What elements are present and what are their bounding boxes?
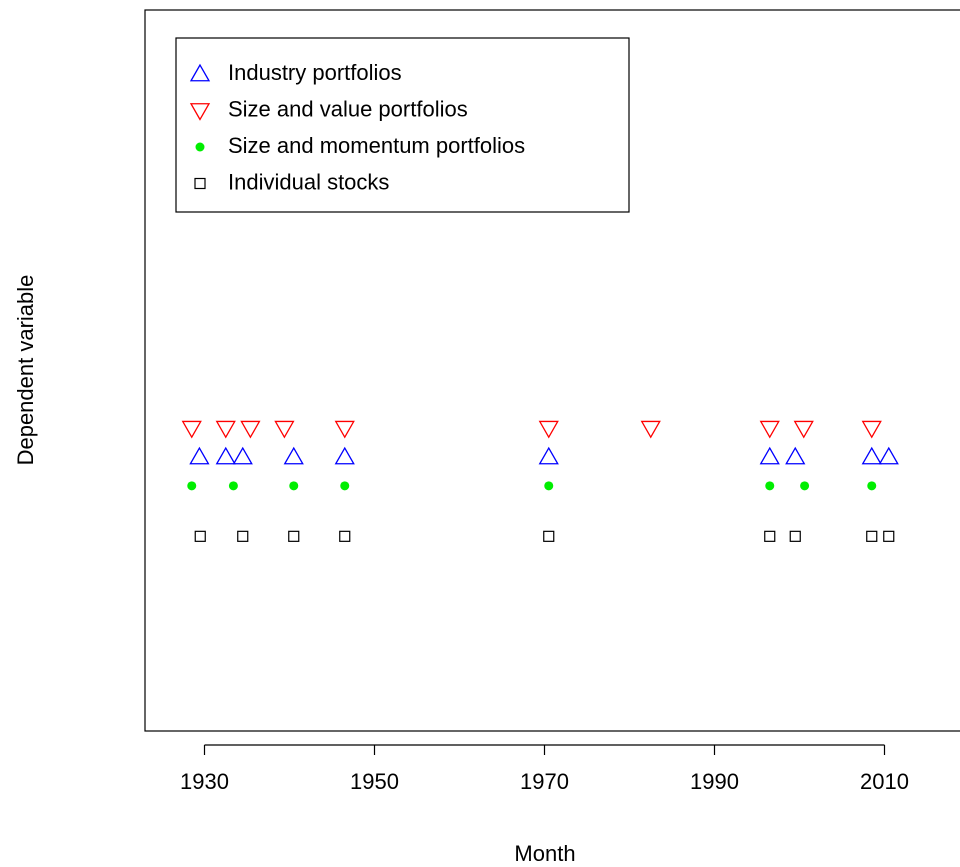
x-tick-label: 1950	[350, 769, 399, 794]
data-point	[288, 530, 300, 542]
x-tick-label: 1930	[180, 769, 229, 794]
data-point	[543, 530, 555, 542]
data-point	[340, 481, 350, 491]
data-point	[759, 446, 780, 465]
x-tick-label: 2010	[860, 769, 909, 794]
data-point	[334, 446, 355, 465]
data-point	[866, 530, 878, 542]
data-point	[793, 420, 814, 439]
legend-label: Individual stocks	[228, 169, 389, 194]
legend-box	[175, 37, 630, 213]
data-point	[861, 446, 882, 465]
data-point	[640, 420, 661, 439]
legend-marker	[189, 103, 211, 121]
data-point	[883, 530, 895, 542]
x-axis-label: Month	[514, 841, 575, 866]
x-tick-label: 1970	[520, 769, 569, 794]
legend-marker	[194, 177, 206, 190]
data-point	[189, 446, 210, 465]
data-point	[867, 481, 877, 491]
data-point	[187, 481, 197, 491]
data-point	[878, 446, 899, 465]
data-point	[800, 481, 810, 491]
data-point	[861, 420, 882, 439]
data-point	[544, 481, 554, 491]
data-point	[339, 530, 351, 542]
data-point	[274, 420, 295, 439]
data-point	[232, 446, 253, 465]
data-point	[765, 481, 775, 491]
legend-marker	[195, 142, 205, 152]
data-point	[228, 481, 238, 491]
data-point	[240, 420, 261, 439]
data-point	[334, 420, 355, 439]
data-point	[237, 530, 249, 542]
legend-label: Size and value portfolios	[228, 96, 468, 121]
x-tick-label: 1990	[690, 769, 739, 794]
data-point	[538, 446, 559, 465]
data-point	[215, 420, 236, 439]
legend-marker	[189, 63, 211, 82]
data-point	[764, 530, 776, 542]
legend-label: Industry portfolios	[228, 60, 402, 85]
data-point	[181, 420, 202, 439]
plot-box	[144, 9, 960, 732]
data-point	[194, 530, 206, 542]
data-point	[289, 481, 299, 491]
data-point	[785, 446, 806, 465]
data-point	[759, 420, 780, 439]
data-point	[215, 446, 236, 465]
data-point	[789, 530, 801, 542]
data-point	[283, 446, 304, 465]
y-axis-label: Dependent variable	[13, 275, 38, 466]
data-point	[538, 420, 559, 439]
legend-label: Size and momentum portfolios	[228, 133, 525, 158]
